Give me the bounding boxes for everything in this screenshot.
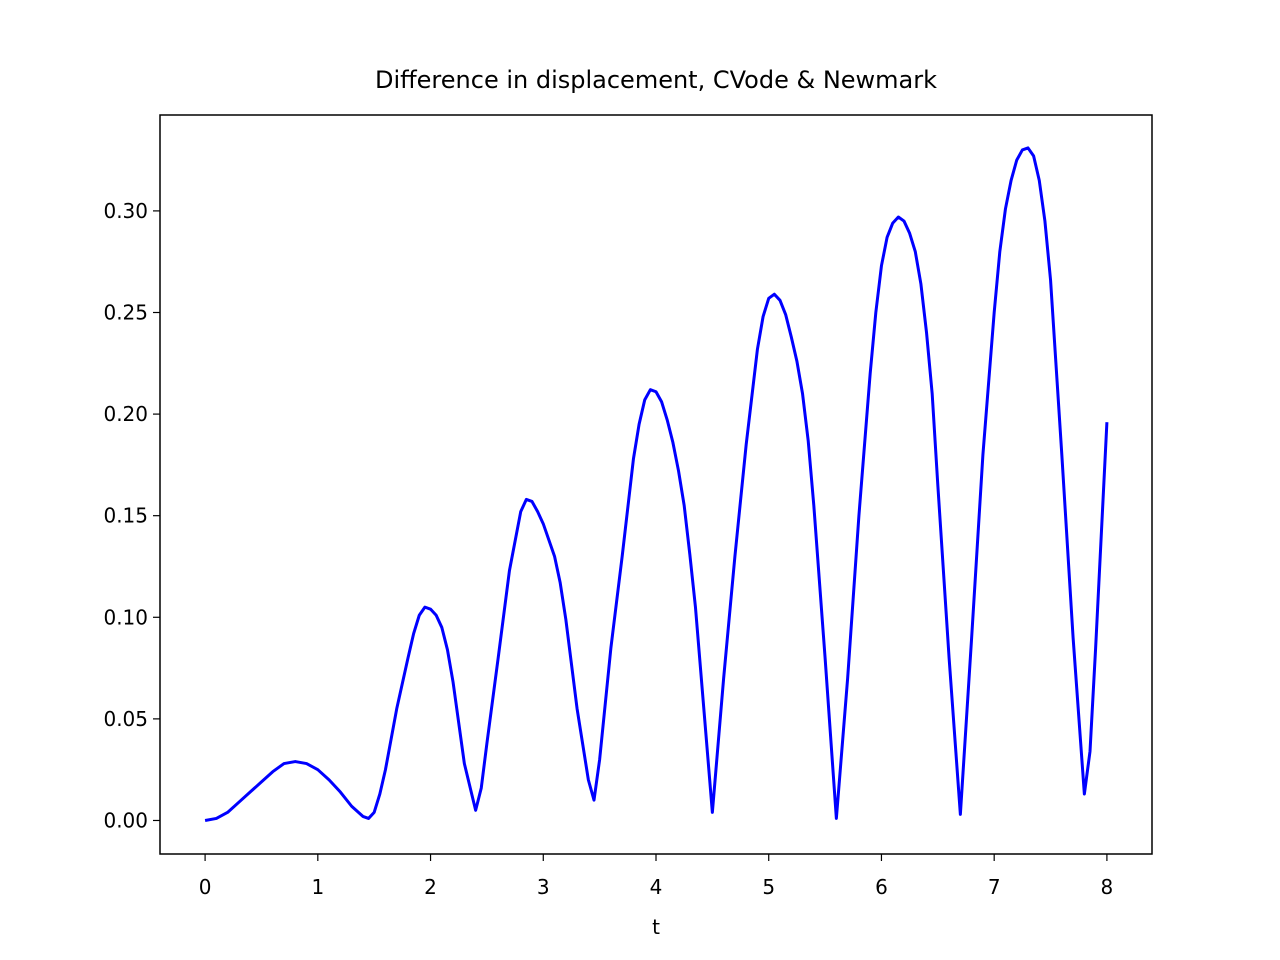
x-tick-label: 4 — [650, 875, 663, 899]
y-tick-label: 0.20 — [103, 402, 148, 426]
x-tick-label: 6 — [875, 875, 888, 899]
y-tick-label: 0.10 — [103, 605, 148, 629]
data-line — [204, 146, 1109, 822]
plot-frame — [159, 114, 1153, 855]
y-tick-label: 0.15 — [103, 504, 148, 528]
x-axis-label: t — [652, 915, 660, 939]
x-tick-label: 3 — [537, 875, 550, 899]
y-tick-label: 0.25 — [103, 301, 148, 325]
x-tick-label: 5 — [762, 875, 775, 899]
x-tick-label: 2 — [424, 875, 437, 899]
x-tick-label: 8 — [1101, 875, 1114, 899]
x-tick-label: 0 — [199, 875, 212, 899]
y-tick-label: 0.30 — [103, 199, 148, 223]
chart-title: Difference in displacement, CVode & Newm… — [375, 66, 937, 94]
x-tick-label: 1 — [311, 875, 324, 899]
x-tick-label: 7 — [988, 875, 1001, 899]
y-tick-label: 0.00 — [103, 808, 148, 832]
y-tick-label: 0.05 — [103, 707, 148, 731]
